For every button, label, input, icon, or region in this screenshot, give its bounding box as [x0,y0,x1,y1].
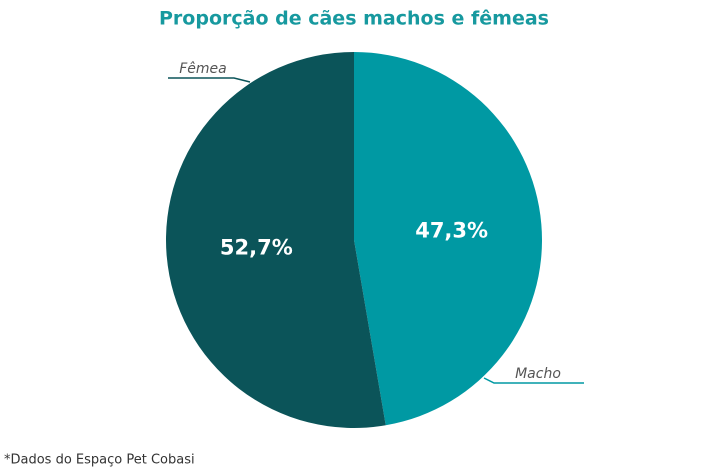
category-label: Fêmea [179,61,227,77]
data-label: 47,3% [415,219,488,243]
data-label: 52,7% [220,235,293,259]
pie-slice [354,52,542,426]
category-label: Macho [515,366,561,382]
leader-line [483,377,584,384]
footnote: *Dados do Espaço Pet Cobasi [4,453,195,468]
chart-title: Proporção de cães machos e fêmeas [159,8,549,30]
pie-slice [165,52,386,428]
leader-line [168,77,251,83]
